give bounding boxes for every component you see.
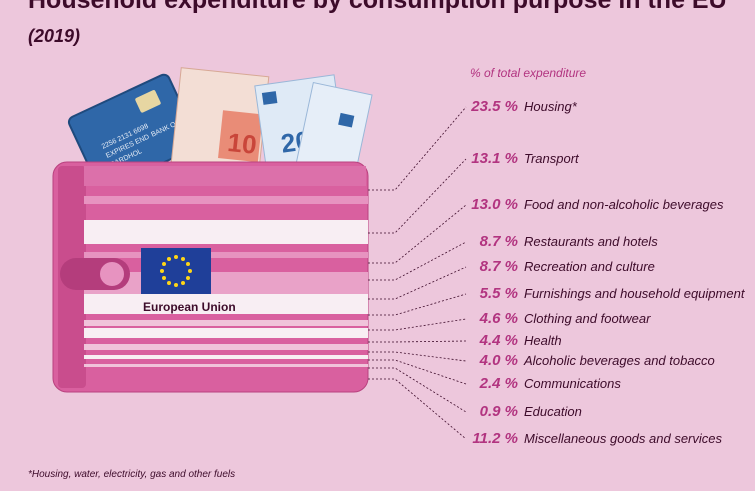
credit-card-icon: 2256 2131 6698 EXPIRES END CARDHOL BANK … (67, 73, 200, 191)
value-label: 8.7 % (479, 258, 518, 275)
category-label: Miscellaneous goods and services (524, 431, 722, 446)
footnote: *Housing, water, electricity, gas and ot… (28, 469, 236, 480)
value-label: 23.5 % (471, 98, 518, 115)
category-label: Housing* (524, 99, 577, 114)
wallet-label: European Union (143, 300, 236, 314)
leader-line (368, 204, 467, 264)
category-label: Recreation and culture (524, 259, 655, 274)
page-subtitle: (2019) (28, 26, 81, 46)
leader-line (368, 293, 467, 316)
value-label: 4.0 % (479, 352, 518, 369)
page-title: Household expenditure by consumption pur… (28, 0, 727, 14)
eu-flag-icon (141, 248, 211, 294)
value-label: 13.1 % (471, 150, 518, 167)
value-label: 8.7 % (479, 233, 518, 250)
leader-line (368, 378, 467, 440)
leader-line (368, 241, 467, 281)
leader-line (368, 359, 467, 385)
leader-line (368, 367, 467, 413)
leader-line (368, 106, 467, 191)
category-label: Restaurants and hotels (524, 234, 658, 249)
category-label: Food and non-alcoholic beverages (524, 197, 724, 212)
unit-label: % of total expenditure (470, 66, 587, 80)
leader-line (368, 340, 467, 343)
value-label: 11.2 % (472, 430, 518, 447)
category-label: Clothing and footwear (524, 311, 651, 326)
category-label: Furnishings and household equipment (524, 286, 745, 301)
category-label: Alcoholic beverages and tobacco (524, 353, 715, 368)
leader-line (368, 318, 467, 331)
banknote-10-icon: 10 (170, 67, 270, 175)
leader-lines (368, 106, 467, 440)
category-label: Education (524, 404, 582, 419)
category-label: Health (524, 333, 562, 348)
value-label: 0.9 % (479, 403, 518, 420)
leader-line (368, 158, 467, 234)
leader-line (368, 266, 467, 300)
value-label: 2.4 % (479, 375, 518, 392)
value-label: 4.4 % (479, 332, 518, 349)
banknote-10-value: 10 (226, 127, 258, 160)
category-label: Transport (524, 151, 579, 166)
value-label: 4.6 % (479, 310, 518, 327)
category-label: Communications (524, 376, 621, 391)
value-label: 5.5 % (479, 285, 518, 302)
leader-line (368, 351, 467, 362)
value-label: 13.0 % (471, 196, 518, 213)
